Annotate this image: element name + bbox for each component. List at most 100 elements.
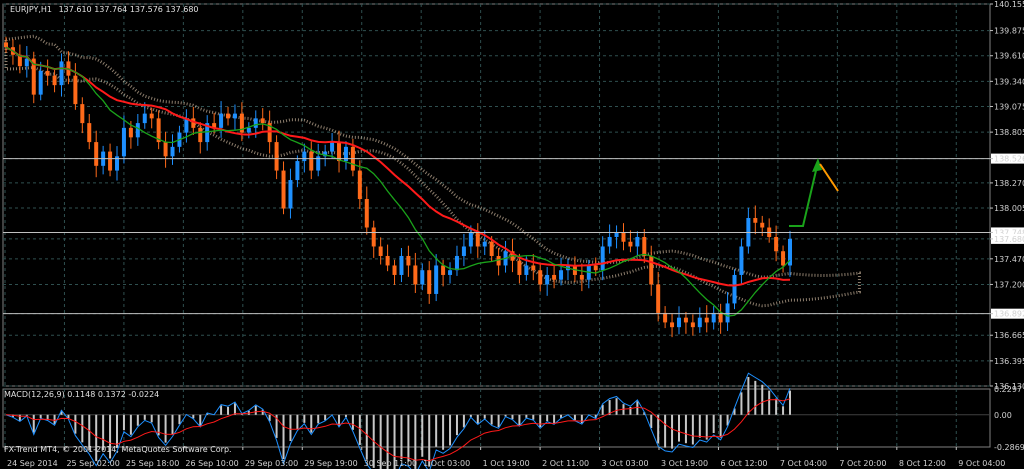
candle-body <box>135 123 140 138</box>
candle-body <box>725 303 730 323</box>
candle-body <box>475 232 480 247</box>
y-tick-label: 136.892 <box>994 310 1024 319</box>
y-tick-label: 137.470 <box>994 255 1024 264</box>
macd-frame <box>2 388 991 448</box>
candle-body <box>357 170 362 200</box>
candle-body <box>260 118 265 124</box>
candle-body <box>364 199 369 228</box>
candle-body <box>38 70 43 95</box>
candle-body <box>663 312 668 323</box>
candle-body <box>732 274 737 304</box>
time-axis: 24 Sep 2014 25 Sep 02:00 25 Sep 18:00 26 Se… <box>4 447 1005 468</box>
x-tick-label: 8 Oct 12:00 <box>899 459 946 468</box>
candle-body <box>309 151 314 171</box>
moving-averages <box>5 46 791 317</box>
ma-red-line <box>5 46 791 287</box>
x-tick-label: 9 Oct 04:00 <box>958 459 1005 468</box>
candle-body <box>774 236 779 252</box>
candle-body <box>170 146 175 157</box>
candle-body <box>413 265 418 285</box>
candle-body <box>128 127 133 138</box>
candle-body <box>406 255 411 266</box>
candle-body <box>496 255 501 266</box>
candle-body <box>753 218 758 223</box>
candle-body <box>552 274 557 280</box>
arrow-up <box>789 161 819 227</box>
price-tag-bg <box>991 153 1024 164</box>
candle-body <box>579 274 584 280</box>
y-tick-label: 136.665 <box>994 331 1024 340</box>
candle-body <box>94 142 99 166</box>
candle-body <box>461 246 466 256</box>
x-tick-label: 30 Sep 11:00 <box>364 459 417 468</box>
y-tick-label: 138.805 <box>994 128 1024 137</box>
arrows <box>789 158 839 227</box>
macd-signal-line <box>5 398 791 462</box>
candle-body <box>156 118 161 143</box>
cloud-band <box>4 34 861 308</box>
macd-tick-label: -0.2869 <box>994 443 1024 452</box>
candlesticks <box>4 36 792 338</box>
y-tick-label: 139.875 <box>994 27 1024 36</box>
candle-body <box>253 118 258 128</box>
candle-body <box>115 156 120 171</box>
candle-body <box>434 265 439 294</box>
candle-body <box>704 317 709 323</box>
candle-body <box>52 75 57 86</box>
candle-body <box>739 246 744 275</box>
candle-body <box>441 265 446 275</box>
candle-body <box>788 238 792 266</box>
candle-body <box>711 312 716 323</box>
candle-body <box>219 113 224 128</box>
candle-body <box>614 232 619 237</box>
candle-body <box>295 161 300 181</box>
candle-body <box>121 127 126 157</box>
candle-body <box>198 127 203 143</box>
candle-body <box>323 151 328 157</box>
candle-body <box>226 113 231 119</box>
candle-body <box>399 255 404 275</box>
candle-body <box>281 170 286 209</box>
candle-body <box>212 123 217 128</box>
candle-body <box>184 118 189 133</box>
candle-body <box>17 54 22 67</box>
candle-body <box>621 232 626 242</box>
candle-body <box>142 113 147 124</box>
arrow-down <box>819 163 839 192</box>
candle-body <box>718 312 723 323</box>
candle-body <box>448 270 453 275</box>
x-tick-label: 2 Oct 11:00 <box>542 459 589 468</box>
arrow-up-head <box>812 158 822 172</box>
candle-body <box>337 142 342 162</box>
candle-body <box>489 241 494 256</box>
candle-body <box>607 236 612 247</box>
y-tick-label: 137.200 <box>994 280 1024 289</box>
candle-body <box>690 322 695 328</box>
candle-body <box>642 236 647 256</box>
candle-body <box>316 156 321 171</box>
x-tick-label: 3 Oct 03:00 <box>602 459 649 468</box>
y-tick-label: 137.748 <box>994 228 1024 237</box>
candle-body <box>378 246 383 256</box>
macd-tick-label: 0.2297 <box>994 385 1022 394</box>
ichimoku-cloud <box>4 34 861 308</box>
candle-body <box>24 58 29 67</box>
candle-body <box>545 274 550 285</box>
y-tick-label: 136.130 <box>994 382 1024 391</box>
candle-body <box>371 227 376 247</box>
candle-body <box>649 255 654 285</box>
candle-body <box>163 142 168 157</box>
candle-body <box>267 123 272 143</box>
macd-panel <box>3 372 990 469</box>
candle-body <box>593 265 598 271</box>
price-tag-bg <box>991 233 1024 244</box>
macd-label: MACD(12,26,9) 0.1148 0.1372 -0.0224 <box>4 390 159 399</box>
candle-body <box>531 265 536 271</box>
x-tick-label: 25 Sep 18:00 <box>126 459 179 468</box>
candle-body <box>73 75 78 105</box>
candle-body <box>31 58 36 95</box>
candle-body <box>87 123 92 143</box>
x-tick-label: 29 Sep 03:00 <box>245 459 298 468</box>
candle-body <box>288 180 293 209</box>
